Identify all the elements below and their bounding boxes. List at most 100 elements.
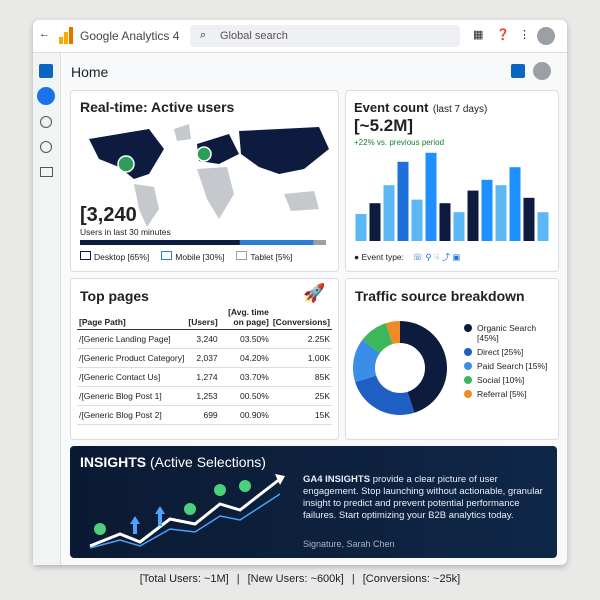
table-cell: 699 — [186, 405, 220, 425]
donut-segment — [353, 321, 447, 415]
legend-item: Referral [5%] — [464, 389, 556, 399]
panel-title: Real-time: Active users — [80, 99, 235, 115]
signature: Signature, Sarah Chen — [303, 539, 395, 549]
event-bar — [453, 212, 465, 241]
nav-advertising[interactable] — [40, 141, 52, 153]
table-cell: /[Generic Contact Us] — [77, 367, 187, 387]
realtime-panel: Real-time: Active users [3,240 Users in … — [70, 90, 339, 272]
event-chart — [355, 152, 549, 241]
table-cell: 04.20% — [219, 348, 271, 368]
traffic-panel: Traffic source breakdown Organic Search … — [345, 278, 559, 440]
rocket-icon: 🚀 — [303, 283, 326, 303]
device-bar — [80, 240, 326, 245]
linkedin-icon[interactable] — [511, 64, 525, 78]
legend-item: Desktop [65%] — [80, 251, 149, 262]
legend-label: Event type: — [361, 252, 405, 262]
world-map — [89, 124, 329, 227]
search-box[interactable]: ⌕ Global search — [190, 25, 460, 47]
device-segment — [80, 240, 240, 245]
legend-item: Organic Search [45%] — [464, 323, 556, 343]
ga-logo — [59, 27, 73, 44]
legend-label: Referral [5%] — [477, 389, 527, 399]
nav-configure[interactable] — [40, 167, 53, 177]
column-header: [Page Path] — [77, 305, 187, 330]
table-row: /[Generic Product Category] 2,037 04.20% 1.… — [77, 348, 332, 368]
footer-stat: [Total Users: ~1M] — [139, 573, 229, 585]
panel-title: Event count — [354, 100, 429, 115]
pages-table: [Page Path] [Users] [Avg. time on page] [Co… — [77, 305, 332, 425]
table-cell: /[Generic Landing Page] — [77, 329, 187, 349]
legend-item: Mobile [30%] — [161, 251, 224, 262]
event-icons: ☏ ⚲ ☟ ⤴ ▣ — [412, 252, 461, 262]
legend-swatch — [161, 251, 173, 260]
event-bar — [523, 197, 535, 241]
donut-segment — [353, 321, 447, 415]
help-icon[interactable]: ❓ — [496, 29, 510, 41]
legend-dot — [464, 348, 472, 356]
insights-title: INSIGHTS — [80, 454, 147, 470]
back-button[interactable]: ← — [39, 28, 50, 40]
event-total: [~5.2M] — [354, 116, 414, 135]
column-header: [Conversions] — [270, 305, 332, 330]
panel-subtitle: (last 7 days) — [432, 104, 488, 115]
legend-dot — [464, 376, 472, 384]
table-row: /[Generic Blog Post 2] 699 00.90% 15K — [77, 405, 332, 425]
column-header: [Users] — [186, 305, 220, 330]
nav-linkedin[interactable] — [39, 64, 53, 78]
table-cell: 03.70% — [219, 367, 271, 387]
donut-segment — [353, 321, 447, 415]
footer-stat: [New Users: ~600k] — [247, 573, 344, 585]
insights-graphic — [89, 474, 285, 549]
table-cell: 2,037 — [186, 348, 220, 368]
footer: [Total Users: ~1M] | [New Users: ~600k] | [C… — [0, 573, 600, 585]
insights-lead: GA4 INSIGHTS — [303, 474, 371, 485]
table-row: /[Generic Landing Page] 3,240 03.50% 2.25K — [77, 329, 332, 349]
legend-label: Organic Search [45%] — [477, 323, 537, 343]
active-users: [3,240 — [80, 204, 137, 226]
menu-icon[interactable]: ⋮ — [519, 29, 530, 41]
sidebar — [33, 53, 61, 565]
table-cell: 00.90% — [219, 405, 271, 425]
table-cell: 1,253 — [186, 386, 220, 406]
avatar-small[interactable] — [533, 62, 551, 80]
table-cell: /[Generic Blog Post 1] — [77, 386, 187, 406]
legend-swatch — [236, 251, 248, 260]
separator: | — [351, 573, 355, 585]
panel-title: Top pages — [80, 288, 149, 304]
table-cell: 25K — [270, 386, 332, 406]
legend-item: Tablet [5%] — [236, 251, 292, 262]
legend-label: Direct [25%] — [477, 347, 524, 357]
event-bar — [425, 152, 437, 241]
avatar[interactable] — [537, 27, 555, 45]
legend-dot — [464, 390, 472, 398]
apps-icon[interactable]: ▦ — [473, 29, 484, 41]
event-bar — [481, 179, 493, 241]
insights-heading: INSIGHTS (Active Selections) — [80, 454, 266, 470]
table-cell: 03.50% — [219, 329, 271, 349]
device-segment — [313, 240, 326, 245]
event-bar — [397, 161, 409, 241]
table-cell: 2.25K — [270, 329, 332, 349]
panel-title: Traffic source breakdown — [355, 288, 525, 304]
legend-swatch — [80, 251, 91, 260]
event-legend: ● Event type: ☏ ⚲ ☟ ⤴ ▣ — [354, 252, 461, 262]
top-pages-panel: Top pages 🚀 [Page Path] [Users] [Avg. time… — [70, 278, 339, 440]
table-cell: 3,240 — [186, 329, 220, 349]
nav-reports[interactable] — [37, 87, 55, 105]
legend-label: Desktop [65%] — [94, 252, 150, 262]
event-bar — [509, 167, 521, 241]
event-bar — [411, 199, 423, 241]
device-segment — [239, 240, 314, 245]
top-bar: ← Google Analytics 4 ⌕ Global search ▦ ❓… — [33, 20, 567, 53]
insights-copy: GA4 INSIGHTS provide a clear picture of … — [303, 474, 553, 522]
event-bar — [355, 214, 367, 241]
table-row: /[Generic Contact Us] 1,274 03.70% 85K — [77, 367, 332, 387]
insights-panel: INSIGHTS (Active Selections) GA4 INSIGHT… — [70, 446, 557, 558]
event-heading: Event count (last 7 days) — [354, 99, 487, 117]
table-cell: 15K — [270, 405, 332, 425]
legend-dot — [464, 362, 472, 370]
table-cell: 1.00K — [270, 348, 332, 368]
table-cell: /[Generic Product Category] — [77, 348, 187, 368]
nav-explore[interactable] — [40, 116, 52, 128]
